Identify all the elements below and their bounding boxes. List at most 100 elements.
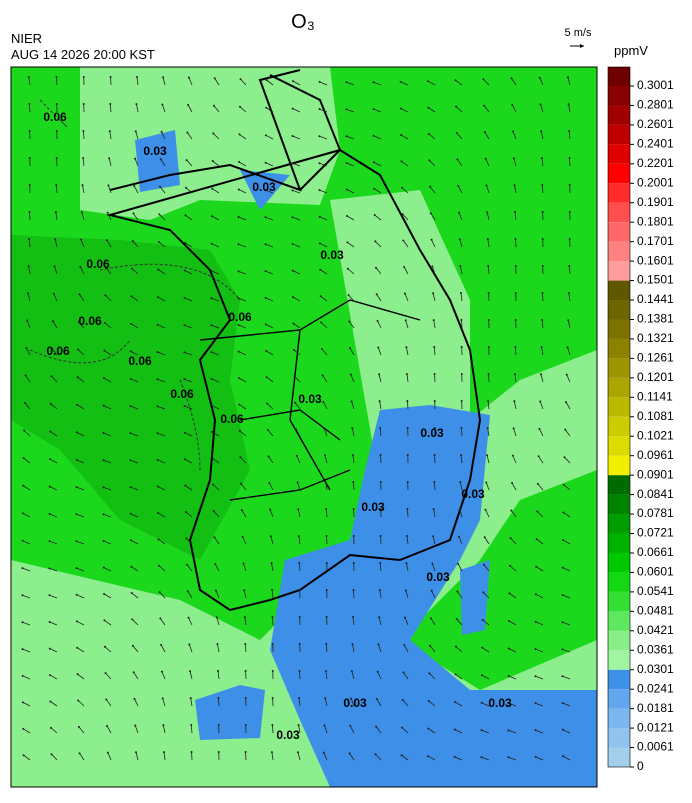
contour-label: 0.06	[78, 314, 102, 328]
contour-label: 0.03	[298, 392, 322, 406]
wind-arrow-head	[484, 131, 486, 133]
wind-arrow-head	[457, 185, 459, 187]
wind-arrow-head	[241, 509, 243, 511]
wind-arrow-head	[130, 405, 132, 407]
wind-arrow-head	[428, 133, 430, 135]
colorbar-label: 0.0601	[637, 565, 674, 579]
wind-arrow-head	[541, 184, 543, 186]
wind-arrow-head	[482, 591, 484, 593]
wind-arrow-head	[318, 162, 320, 164]
wind-arrow-head	[562, 755, 564, 757]
wind-arrow-head	[292, 80, 294, 82]
wind-arrow-head	[134, 158, 136, 160]
wind-arrow-head	[184, 432, 186, 434]
wind-arrow-head	[461, 373, 463, 375]
wind-arrow-head	[407, 454, 409, 456]
wind-arrow-head	[319, 242, 321, 244]
wind-arrow-head	[79, 266, 81, 268]
wind-arrow-head	[136, 76, 138, 78]
wind-arrow-head	[319, 189, 321, 191]
colorbar-cell	[608, 553, 630, 572]
wind-arrow-head	[183, 378, 185, 380]
colorbar-cell	[608, 397, 630, 416]
wind-arrow-head	[352, 481, 354, 483]
wind-arrow-head	[534, 675, 536, 677]
wind-arrow-head	[454, 756, 456, 758]
wind-arrow-head	[76, 486, 78, 488]
wind-arrow-head	[244, 643, 246, 645]
wind-arrow-head	[428, 672, 430, 674]
wind-arrow-head	[50, 403, 52, 405]
wind-arrow-head	[49, 458, 51, 460]
wind-arrow-head	[379, 400, 381, 402]
wind-arrow-head	[401, 727, 403, 729]
wind-arrow-head	[569, 238, 571, 240]
wind-arrow-head	[511, 482, 513, 484]
wind-arrow-head	[428, 159, 430, 161]
contour-label: 0.06	[220, 412, 244, 426]
wind-arrow-head	[77, 376, 79, 378]
wind-arrow-head	[507, 756, 509, 758]
wind-arrow-head	[82, 184, 84, 186]
wind-arrow-head	[488, 373, 490, 375]
wind-arrow-head	[427, 107, 429, 109]
wind-arrow-head	[265, 107, 267, 109]
wind-arrow-head	[28, 76, 30, 78]
wind-arrow-head	[238, 133, 240, 135]
wind-arrow-head	[292, 296, 294, 298]
wind-arrow-head	[130, 378, 132, 380]
wind-arrow-head	[133, 185, 135, 187]
agency: NIER	[11, 31, 42, 46]
colorbar-cell	[608, 514, 630, 533]
wind-arrow-head	[23, 429, 25, 431]
wind-arrow-head	[103, 619, 105, 621]
colorbar-label: 0.0481	[637, 604, 674, 618]
colorbar-cell	[608, 125, 630, 144]
wind-arrow-head	[380, 481, 382, 483]
wind-arrow-head	[211, 188, 213, 190]
wind-arrow-head	[563, 484, 565, 486]
wind-arrow-head	[535, 621, 537, 623]
colorbar-label: 0.1501	[637, 273, 674, 287]
wind-arrow-shaft	[407, 509, 408, 517]
wind-arrow-head	[79, 752, 81, 754]
wind-arrow-head	[459, 508, 461, 510]
wind-arrow-head	[266, 79, 268, 81]
wind-arrow-head	[184, 485, 186, 487]
wind-arrow-head	[561, 621, 563, 623]
wind-arrow-head	[54, 238, 56, 240]
wind-arrow-head	[81, 211, 83, 213]
contour-label: 0.06	[43, 110, 67, 124]
wind-arrow-head	[131, 268, 133, 270]
wind-arrow-head	[239, 430, 241, 432]
wind-arrow-head	[29, 211, 31, 213]
wind-arrow-head	[454, 701, 456, 703]
colorbar-cell	[608, 203, 630, 222]
wind-arrow-head	[459, 238, 461, 240]
colorbar-cell	[608, 456, 630, 475]
wind-arrow-head	[106, 239, 108, 241]
wind-arrow-head	[157, 432, 159, 434]
wind-arrow-head	[23, 457, 25, 459]
wind-arrow-head	[159, 591, 161, 593]
wind-arrow-head	[515, 292, 517, 294]
wind-arrow-head	[54, 265, 56, 267]
wind-arrow-head	[569, 184, 571, 186]
wind-arrow-head	[212, 457, 214, 459]
wind-arrow-head	[352, 454, 354, 456]
wind-scale-arrowhead	[580, 44, 584, 48]
wind-arrow-head	[77, 699, 79, 701]
wind-arrow-head	[377, 643, 379, 645]
wind-arrow-head	[158, 241, 160, 243]
wind-arrow-head	[265, 323, 267, 325]
wind-arrow-head	[434, 373, 436, 375]
wind-arrow-head	[406, 373, 408, 375]
wind-arrow-head	[264, 243, 266, 245]
colorbar-cell	[608, 319, 630, 338]
wind-arrow-head	[569, 211, 571, 213]
wind-arrow-head	[188, 77, 190, 79]
wind-arrow-head	[378, 373, 380, 375]
wind-arrow-head	[460, 292, 462, 294]
wind-arrow-head	[298, 697, 300, 699]
wind-arrow-head	[129, 432, 131, 434]
